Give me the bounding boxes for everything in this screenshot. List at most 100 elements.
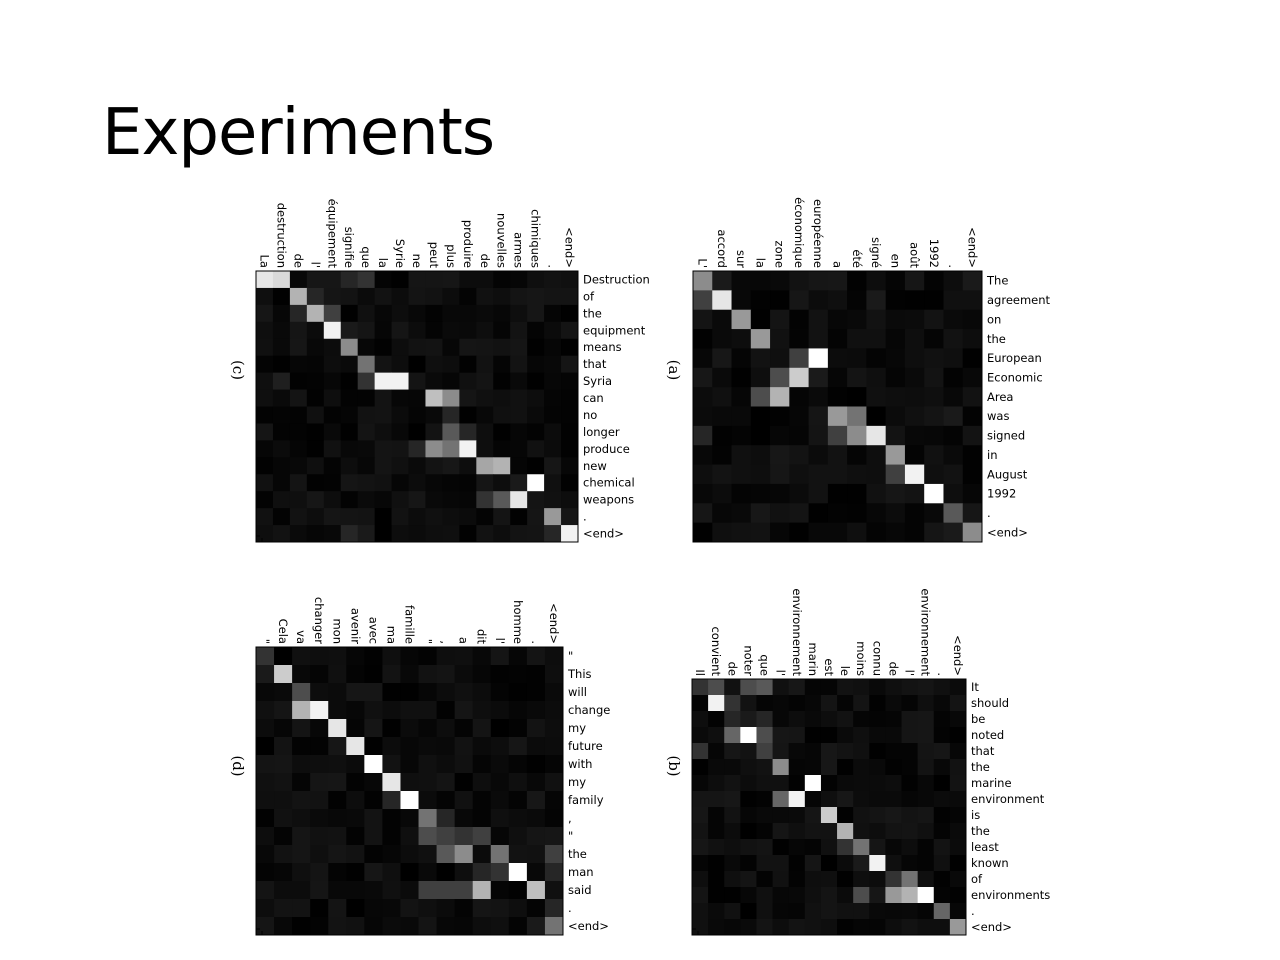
heatmap-cell bbox=[917, 887, 935, 904]
heatmap-cell bbox=[924, 329, 944, 349]
heatmap-cell bbox=[454, 791, 474, 810]
heatmap-cell bbox=[885, 919, 902, 936]
heatmap-cell bbox=[731, 387, 752, 407]
source-token-label: environnement bbox=[790, 588, 804, 676]
heatmap-cell bbox=[526, 719, 546, 738]
heatmap-cell bbox=[772, 791, 790, 808]
heatmap-cell bbox=[328, 737, 347, 756]
heatmap-cell bbox=[400, 719, 419, 738]
heatmap-cell bbox=[692, 759, 709, 776]
heatmap-cell bbox=[382, 683, 401, 702]
target-token-label: was bbox=[987, 409, 1009, 423]
heatmap-cell bbox=[740, 727, 757, 744]
heatmap-cell bbox=[772, 679, 790, 696]
heatmap-cell bbox=[708, 727, 725, 744]
heatmap-cell bbox=[357, 440, 376, 458]
heatmap-cell bbox=[885, 290, 906, 311]
heatmap-cell bbox=[364, 899, 383, 918]
heatmap-cell bbox=[901, 871, 919, 888]
heatmap-cell bbox=[904, 329, 925, 349]
heatmap-cell bbox=[490, 827, 510, 846]
target-token-label: means bbox=[583, 340, 622, 354]
heatmap-cell bbox=[256, 665, 275, 684]
heatmap-cell bbox=[740, 839, 757, 856]
heatmap-cell bbox=[476, 321, 494, 340]
heatmap-cell bbox=[933, 679, 951, 696]
heatmap-cell bbox=[323, 287, 342, 306]
target-token-label: This bbox=[567, 667, 592, 681]
heatmap-cell bbox=[340, 372, 359, 390]
heatmap-cell bbox=[962, 348, 983, 369]
heatmap-cell bbox=[391, 372, 409, 390]
heatmap-cell bbox=[544, 389, 562, 407]
heatmap-cell bbox=[454, 647, 474, 666]
heatmap-cell bbox=[357, 423, 376, 441]
heatmap-cell bbox=[731, 503, 752, 524]
heatmap-cell bbox=[869, 871, 886, 888]
heatmap-cell bbox=[847, 387, 867, 407]
heatmap-cell bbox=[526, 773, 546, 792]
heatmap-cell bbox=[510, 474, 528, 492]
heatmap-cell bbox=[442, 287, 460, 306]
source-token-label: signé bbox=[869, 237, 883, 268]
heatmap-cell bbox=[770, 406, 790, 427]
panel-label: (d) bbox=[229, 755, 247, 776]
heatmap-cell bbox=[374, 321, 392, 340]
heatmap-cell bbox=[885, 855, 902, 872]
heatmap-cell bbox=[756, 887, 773, 904]
source-token-label: européenne bbox=[811, 199, 825, 268]
heatmap-cell bbox=[256, 474, 274, 492]
heatmap-cell bbox=[827, 464, 848, 485]
heatmap-cell bbox=[904, 367, 925, 388]
heatmap-cell bbox=[904, 425, 925, 446]
heatmap-cell bbox=[476, 271, 494, 289]
heatmap-cell bbox=[750, 503, 771, 524]
heatmap-cell bbox=[866, 387, 887, 407]
heatmap-cell bbox=[526, 863, 546, 882]
heatmap-cell bbox=[323, 338, 342, 357]
heatmap-cell bbox=[770, 367, 790, 388]
heatmap-cell bbox=[756, 775, 773, 792]
heatmap-cell bbox=[436, 863, 456, 882]
heatmap-cell bbox=[256, 755, 275, 774]
heatmap-cell bbox=[256, 389, 274, 407]
heatmap-cell bbox=[869, 711, 886, 728]
source-token-label: l' bbox=[903, 670, 917, 676]
heatmap-cell bbox=[442, 457, 460, 475]
heatmap-cell bbox=[917, 839, 935, 856]
heatmap-cell bbox=[442, 389, 460, 407]
heatmap-cell bbox=[544, 827, 564, 846]
heatmap-cell bbox=[508, 719, 528, 738]
heatmap-cell bbox=[917, 855, 935, 872]
heatmap-cell bbox=[544, 321, 562, 340]
heatmap-cell bbox=[364, 737, 383, 756]
heatmap-cell bbox=[364, 701, 383, 720]
heatmap-cell bbox=[820, 903, 838, 920]
source-token-label: l' bbox=[774, 670, 788, 676]
heatmap-cell bbox=[274, 755, 293, 774]
panel-label: (b) bbox=[665, 755, 683, 776]
heatmap-cell bbox=[510, 372, 528, 390]
heatmap-cell bbox=[962, 329, 983, 349]
heatmap-cell bbox=[364, 719, 383, 738]
heatmap-cell bbox=[340, 271, 359, 289]
heatmap-cell bbox=[274, 737, 293, 756]
heatmap-cell bbox=[292, 737, 311, 756]
heatmap-cell bbox=[274, 809, 293, 828]
target-token-label: future bbox=[568, 739, 603, 753]
heatmap-cell bbox=[731, 483, 752, 504]
heatmap-cell bbox=[820, 839, 838, 856]
heatmap-cell bbox=[357, 457, 376, 475]
heatmap-cell bbox=[425, 287, 443, 306]
heatmap-cell bbox=[408, 508, 426, 526]
heatmap-cell bbox=[901, 679, 919, 696]
target-token-label: the bbox=[568, 847, 587, 861]
heatmap-cell bbox=[310, 863, 329, 882]
heatmap-cell bbox=[724, 711, 741, 728]
heatmap-cell bbox=[750, 290, 771, 311]
heatmap-cell bbox=[917, 903, 935, 920]
heatmap-cell bbox=[272, 474, 291, 492]
source-token-label: " bbox=[258, 639, 272, 644]
heatmap-cell bbox=[425, 321, 443, 340]
heatmap-cell bbox=[400, 665, 419, 684]
